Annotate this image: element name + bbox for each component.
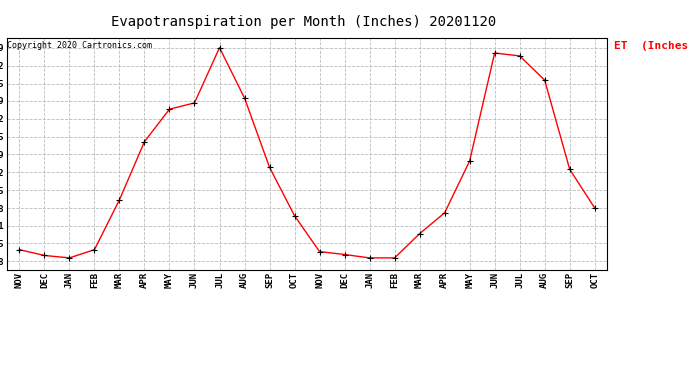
Text: ET  (Inches): ET (Inches) — [614, 41, 690, 51]
Text: Copyright 2020 Cartronics.com: Copyright 2020 Cartronics.com — [7, 41, 152, 50]
Text: Evapotranspiration per Month (Inches) 20201120: Evapotranspiration per Month (Inches) 20… — [111, 15, 496, 29]
